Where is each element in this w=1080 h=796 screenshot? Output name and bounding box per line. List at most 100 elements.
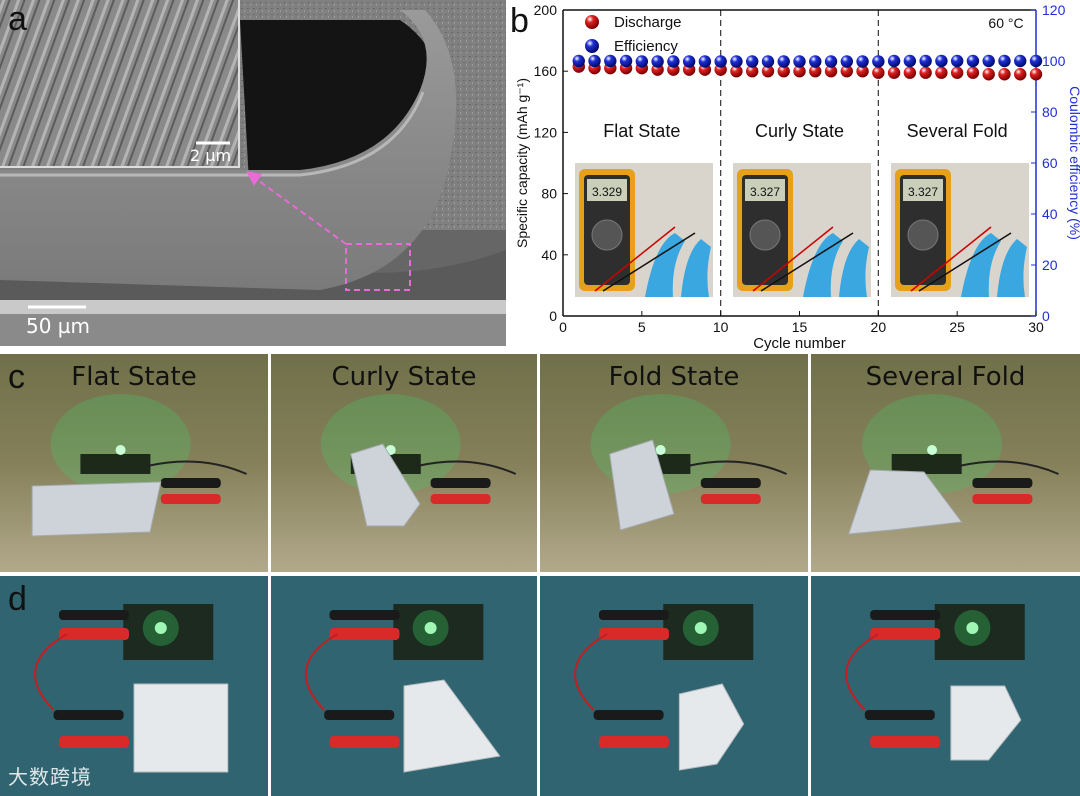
- x-tick-label: 25: [949, 319, 965, 335]
- multimeter-reading: 3.327: [908, 185, 938, 199]
- y-axis-left-label: Specific capacity (mAh g⁻¹): [514, 78, 530, 248]
- y-right-tick-label: 20: [1042, 257, 1058, 273]
- clip-red: [329, 628, 400, 640]
- y-left-tick-label: 40: [541, 247, 557, 263]
- clip-red: [430, 494, 491, 504]
- led: [424, 622, 437, 634]
- sem-inset: 2 µm: [0, 0, 240, 168]
- discharge-point: [824, 65, 838, 78]
- efficiency-point: [619, 54, 633, 68]
- cycling-chart: 3.329 3.327 3.327 0 5 10 15 20 25 30040801201602…: [514, 2, 1080, 352]
- zoom-region-box: [345, 243, 411, 291]
- legend-marker: [585, 15, 599, 29]
- photo-d-flat: [0, 576, 268, 796]
- efficiency-point: [651, 55, 664, 68]
- temperature-label: 60 °C: [988, 15, 1023, 31]
- wire: [417, 460, 517, 475]
- circuit-board: [80, 454, 151, 474]
- photo-c-several: Several Fold: [811, 354, 1080, 572]
- discharge-point: [761, 65, 775, 78]
- clip-black: [329, 610, 400, 620]
- multimeter-photo-3: 3.327: [891, 163, 1029, 297]
- efficiency-point: [982, 54, 995, 68]
- efficiency-point: [1029, 54, 1043, 68]
- discharge-point: [1014, 68, 1027, 81]
- y-left-tick-label: 200: [534, 2, 558, 18]
- efficiency-point: [998, 54, 1011, 68]
- efficiency-point: [730, 55, 743, 68]
- discharge-point: [935, 66, 948, 79]
- y-right-tick-label: 60: [1042, 155, 1058, 171]
- efficiency-point: [667, 55, 680, 68]
- wire: [574, 633, 608, 711]
- clip-black: [870, 610, 941, 620]
- pouch-battery: [847, 469, 963, 535]
- y-axis-right-label: Coulombic efficiency (%): [1067, 86, 1080, 240]
- wire: [958, 460, 1059, 475]
- led: [694, 622, 707, 634]
- clip-black: [598, 610, 669, 620]
- y-right-tick-label: 100: [1042, 53, 1066, 69]
- efficiency-point: [588, 54, 601, 68]
- panel-c: Flat State Curly State Fold State Severa…: [0, 354, 1080, 572]
- clip-black: [430, 478, 491, 488]
- discharge-point: [950, 66, 964, 79]
- clip-red: [700, 494, 761, 504]
- y-right-tick-label: 40: [1042, 206, 1058, 222]
- wire: [845, 633, 879, 711]
- discharge-point: [1029, 68, 1043, 81]
- efficiency-point: [1014, 54, 1027, 68]
- clip-black: [700, 478, 761, 488]
- led: [115, 445, 126, 455]
- efficiency-point: [966, 54, 980, 68]
- photo-d-curly: [271, 576, 537, 796]
- pouch-battery: [403, 679, 501, 773]
- x-tick-label: 30: [1028, 319, 1044, 335]
- state-label: Curly State: [755, 121, 844, 141]
- y-right-tick-label: 120: [1042, 2, 1066, 18]
- photo-title: Several Fold: [865, 362, 1026, 392]
- efficiency-point: [919, 54, 932, 68]
- x-tick-label: 10: [713, 319, 729, 335]
- pouch-battery: [133, 683, 229, 773]
- discharge-point: [746, 65, 759, 78]
- discharge-point: [919, 66, 932, 79]
- efficiency-point: [682, 55, 696, 68]
- multimeter-reading: 3.327: [750, 185, 780, 199]
- efficiency-point: [840, 55, 853, 68]
- circuit-board: [934, 604, 1025, 660]
- scale-label-inset: 2 µm: [190, 146, 232, 165]
- photo-c-curly: Curly State: [271, 354, 537, 572]
- clip-red: [329, 736, 400, 748]
- scale-label-main: 50 µm: [26, 314, 91, 338]
- circuit-board: [891, 454, 962, 474]
- y-left-tick-label: 0: [549, 308, 557, 324]
- clip-black: [864, 710, 935, 720]
- y-right-tick-label: 0: [1042, 308, 1050, 324]
- photo-title: Curly State: [331, 362, 477, 392]
- efficiency-point: [824, 55, 838, 68]
- led: [927, 445, 938, 455]
- discharge-point: [730, 65, 743, 78]
- photo-d-fold: [540, 576, 808, 796]
- clip-black: [972, 478, 1033, 488]
- glove: [839, 239, 869, 297]
- efficiency-point: [777, 55, 790, 68]
- circuit-board: [393, 604, 484, 660]
- clip-red: [598, 736, 669, 748]
- state-label: Flat State: [603, 121, 680, 141]
- clip-black: [324, 710, 395, 720]
- legend-label: Discharge: [614, 14, 682, 31]
- sem-image: [0, 0, 506, 346]
- panel-label-b: b: [510, 2, 529, 40]
- glove: [997, 239, 1027, 297]
- state-label: Several Fold: [907, 121, 1008, 141]
- clip-red: [870, 736, 941, 748]
- clip-red: [598, 628, 669, 640]
- photo-c-fold: Fold State: [540, 354, 808, 572]
- led: [154, 622, 167, 634]
- glove: [803, 233, 843, 297]
- led-glow: [682, 610, 719, 646]
- discharge-point: [887, 66, 901, 79]
- discharge-point: [903, 66, 917, 79]
